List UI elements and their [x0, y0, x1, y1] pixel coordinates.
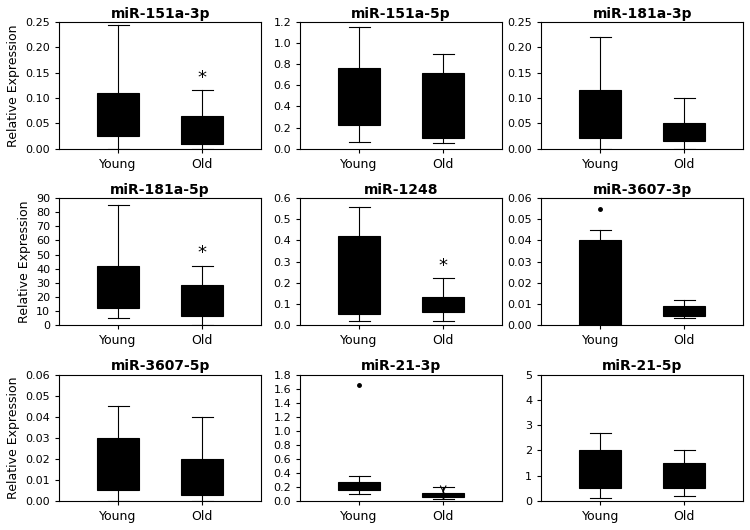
PathPatch shape [338, 68, 380, 126]
PathPatch shape [422, 297, 464, 312]
PathPatch shape [422, 73, 464, 138]
PathPatch shape [338, 236, 380, 314]
Title: miR-1248: miR-1248 [364, 183, 439, 197]
Title: miR-151a-5p: miR-151a-5p [351, 7, 451, 21]
PathPatch shape [182, 286, 224, 316]
PathPatch shape [663, 306, 705, 316]
Title: miR-3607-3p: miR-3607-3p [592, 183, 692, 197]
Title: miR-21-3p: miR-21-3p [361, 359, 441, 373]
PathPatch shape [579, 241, 621, 325]
Title: miR-21-5p: miR-21-5p [602, 359, 682, 373]
Title: miR-151a-3p: miR-151a-3p [110, 7, 210, 21]
PathPatch shape [97, 93, 139, 136]
Title: miR-3607-5p: miR-3607-5p [110, 359, 210, 373]
PathPatch shape [422, 493, 464, 497]
Text: *: * [198, 244, 207, 262]
PathPatch shape [182, 459, 224, 494]
PathPatch shape [663, 123, 705, 141]
PathPatch shape [97, 438, 139, 490]
Title: miR-181a-5p: miR-181a-5p [110, 183, 210, 197]
Text: *: * [198, 68, 207, 86]
PathPatch shape [97, 266, 139, 308]
Text: *: * [439, 257, 448, 275]
PathPatch shape [338, 482, 380, 490]
PathPatch shape [663, 463, 705, 488]
PathPatch shape [182, 116, 224, 144]
PathPatch shape [579, 450, 621, 488]
Y-axis label: Relative Expression: Relative Expression [7, 376, 20, 499]
Y-axis label: Relative Expression: Relative Expression [17, 200, 31, 323]
Title: miR-181a-3p: miR-181a-3p [592, 7, 692, 21]
PathPatch shape [579, 91, 621, 138]
Y-axis label: Relative Expression: Relative Expression [7, 24, 20, 147]
